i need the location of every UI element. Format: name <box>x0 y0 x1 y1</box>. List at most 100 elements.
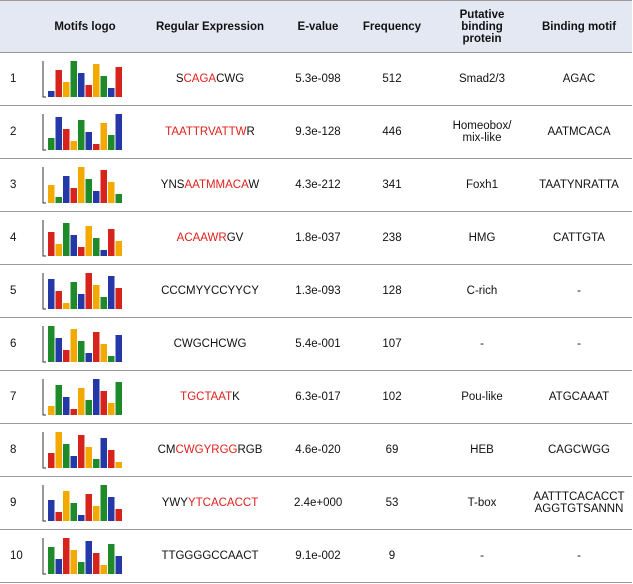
table-row: 3 YNSAATMMACAW 4.3e-212 341 Foxh1 TAATYNRATTA <box>0 158 632 212</box>
regex-part: TAATTRVATTW <box>165 126 247 138</box>
logo-letter <box>93 505 100 521</box>
logo-letter <box>85 399 92 415</box>
regular-expression: ACAAWRGV <box>130 211 290 265</box>
row-number: 8 <box>0 423 40 477</box>
regular-expression: TTGGGGCCAACT <box>130 529 290 583</box>
logo-letter <box>55 196 62 203</box>
logo-letter <box>108 496 115 521</box>
motif-logo <box>40 52 130 106</box>
logo-letter <box>108 181 115 203</box>
binding-motif: AGAC <box>526 52 632 106</box>
logo-letter <box>70 328 77 362</box>
logo-letter <box>48 184 55 203</box>
row-number: 1 <box>0 52 40 106</box>
logo-letter <box>78 561 85 574</box>
logo-graphic <box>42 431 122 468</box>
header-cell <box>0 0 40 53</box>
regex-part: W <box>248 179 260 191</box>
logo-letter <box>70 455 77 468</box>
logo-letter <box>55 558 62 574</box>
logo-letter <box>85 446 92 468</box>
e-value: 4.6e-020 <box>290 423 346 477</box>
logo-letter <box>55 384 62 415</box>
binding-motif: - <box>526 529 632 583</box>
logo-letter <box>78 246 85 256</box>
logo-letter <box>78 434 85 468</box>
logo-letter <box>85 540 92 574</box>
logo-letter <box>78 166 85 203</box>
logo-letter <box>100 75 107 97</box>
logo-letter <box>70 281 77 309</box>
logo-letter <box>108 449 115 468</box>
e-value: 5.3e-098 <box>290 52 346 106</box>
logo-letter <box>93 237 100 256</box>
logo-letter <box>93 190 100 203</box>
logo-letter <box>115 66 122 97</box>
logo-letter <box>48 546 55 574</box>
logo-letter <box>100 343 107 362</box>
logo-letter <box>70 234 77 256</box>
binding-protein: C-rich <box>438 264 526 318</box>
binding-motif: AATTTCACACCT AGGTGTSANNN <box>526 476 632 530</box>
binding-protein: - <box>438 529 526 583</box>
logo-letter <box>93 284 100 309</box>
logo-letter <box>115 240 122 256</box>
motif-logo <box>40 370 130 424</box>
logo-graphic <box>42 537 122 574</box>
binding-protein: Foxh1 <box>438 158 526 212</box>
logo-letter <box>55 511 62 521</box>
logo-letter <box>93 331 100 362</box>
binding-protein: HEB <box>438 423 526 477</box>
regular-expression: TGCTAATK <box>130 370 290 424</box>
logo-letter <box>115 334 122 362</box>
row-number: 6 <box>0 317 40 371</box>
binding-protein: Smad2/3 <box>438 52 526 106</box>
logo-graphic <box>42 378 122 415</box>
logo-letter <box>78 387 85 415</box>
regex-part: CCCMYYCCYYCY <box>161 285 259 297</box>
binding-motif: CAGCWGG <box>526 423 632 477</box>
logo-letter <box>93 378 100 415</box>
logo-letter <box>48 137 55 150</box>
e-value: 9.1e-002 <box>290 529 346 583</box>
header-cell: Motifs logo <box>40 0 130 53</box>
regex-part: YNS <box>160 179 185 191</box>
row-number: 4 <box>0 211 40 265</box>
motif-logo <box>40 317 130 371</box>
logo-letter <box>63 537 70 574</box>
regex-part: S <box>175 73 184 85</box>
logo-letter <box>55 290 62 309</box>
logo-letter <box>63 302 70 309</box>
logo-letter <box>63 490 70 521</box>
regex-part: K <box>232 391 240 403</box>
e-value: 6.3e-017 <box>290 370 346 424</box>
logo-letter <box>70 140 77 150</box>
regex-part: TTGGGGCCAACT <box>161 550 259 562</box>
logo-letter <box>48 499 55 521</box>
logo-letter <box>115 461 122 468</box>
motif-logo <box>40 476 130 530</box>
table-row: 7 TGCTAATK 6.3e-017 102 Pou-like ATGCAAAT <box>0 370 632 424</box>
motif-logo <box>40 423 130 477</box>
logo-letter <box>100 484 107 521</box>
e-value: 1.8e-037 <box>290 211 346 265</box>
logo-graphic <box>42 272 122 309</box>
regular-expression: SCAGACWG <box>130 52 290 106</box>
header-cell: Frequency <box>346 0 438 53</box>
table-row: 2 TAATTRVATTWR 9.3e-128 446 Homeobox/ mix-li… <box>0 105 632 159</box>
logo-letter <box>78 119 85 150</box>
motif-logo <box>40 105 130 159</box>
regex-part: YTCACACCT <box>187 497 259 509</box>
logo-letter <box>93 552 100 574</box>
logo-letter <box>78 514 85 521</box>
binding-motif: CATTGTA <box>526 211 632 265</box>
frequency: 9 <box>346 529 438 583</box>
logo-letter <box>70 187 77 203</box>
logo-letter <box>63 349 70 362</box>
logo-letter <box>115 555 122 574</box>
logo-letter <box>70 60 77 97</box>
logo-letter <box>115 287 122 309</box>
row-number: 9 <box>0 476 40 530</box>
logo-letter <box>48 325 55 362</box>
